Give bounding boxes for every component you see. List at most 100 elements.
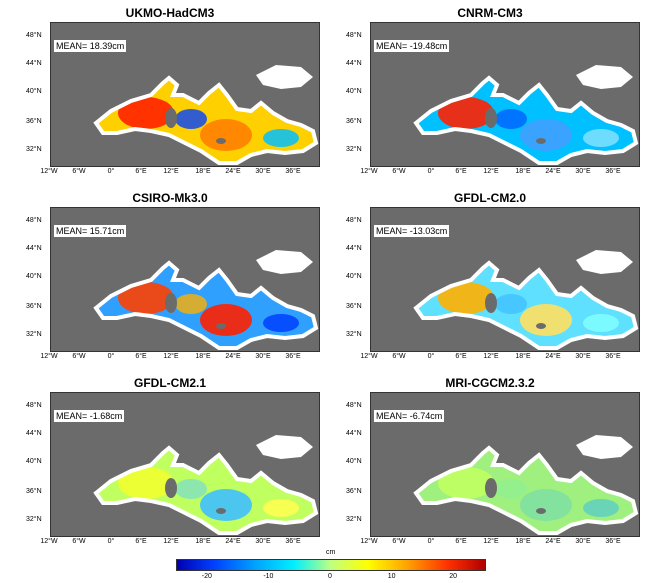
latitude-label: 44°N (26, 430, 42, 437)
sea-level-map (50, 207, 320, 352)
latitude-label: 36°N (26, 118, 42, 125)
panel-title: GFDL-CM2.1 (134, 376, 206, 390)
longitude-label: 24°E (225, 168, 241, 175)
colorbar (176, 559, 486, 571)
longitude-label: 24°E (545, 168, 561, 175)
longitude-label: 6°W (392, 353, 406, 360)
colorbar-tick-label: -20 (201, 573, 212, 580)
latitude-label: 32°N (26, 331, 42, 338)
longitude-label: 12°W (40, 168, 58, 175)
latitude-label: 40°N (26, 273, 42, 280)
longitude-label: 12°W (360, 538, 378, 545)
longitude-label: 36°E (285, 353, 301, 360)
panel-title: GFDL-CM2.0 (454, 191, 526, 205)
latitude-label: 48°N (26, 402, 42, 409)
longitude-label: 24°E (545, 538, 561, 545)
longitude-label: 12°E (483, 538, 499, 545)
longitude-label: 6°W (392, 538, 406, 545)
longitude-label: 36°E (605, 538, 621, 545)
mean-label: MEAN= -13.03cm (374, 225, 450, 237)
longitude-label: 18°E (515, 353, 531, 360)
longitude-label: 24°E (225, 353, 241, 360)
latitude-label: 48°N (346, 217, 362, 224)
latitude-label: 36°N (346, 488, 362, 495)
longitude-label: 12°W (40, 353, 58, 360)
latitude-label: 44°N (346, 245, 362, 252)
map-panel: UKMO-HadCM3 MEAN= 18.39cm 48°N 44°N 40°N 36°N… (20, 6, 320, 190)
latitude-label: 40°N (346, 273, 362, 280)
sea-level-map (50, 22, 320, 167)
longitude-label: 30°E (255, 353, 271, 360)
longitude-label: 24°E (225, 538, 241, 545)
latitude-label: 44°N (26, 245, 42, 252)
mean-label: MEAN= -1.68cm (54, 410, 125, 422)
panel-title: CSIRO-Mk3.0 (132, 191, 208, 205)
longitude-label: 12°W (360, 168, 378, 175)
longitude-label: 0° (107, 353, 115, 360)
longitude-label: 18°E (515, 538, 531, 545)
map-panel: GFDL-CM2.0 MEAN= -13.03cm 48°N 44°N 40°N 36°N… (340, 191, 640, 375)
latitude-label: 32°N (346, 146, 362, 153)
colorbar-tick-label: 0 (328, 573, 332, 580)
longitude-label: 6°W (72, 538, 86, 545)
longitude-label: 6°W (72, 353, 86, 360)
longitude-label: 6°E (455, 353, 467, 360)
longitude-label: 12°W (360, 353, 378, 360)
sea-level-map (50, 392, 320, 537)
longitude-label: 12°E (163, 353, 179, 360)
latitude-label: 40°N (26, 88, 42, 95)
mean-label: MEAN= -6.74cm (374, 410, 445, 422)
sea-level-map (370, 22, 640, 167)
longitude-label: 12°E (163, 168, 179, 175)
latitude-label: 44°N (346, 60, 362, 67)
longitude-label: 36°E (285, 168, 301, 175)
map-panel: GFDL-CM2.1 MEAN= -1.68cm 48°N 44°N 40°N 36°N 3… (20, 376, 320, 560)
longitude-label: 0° (107, 168, 115, 175)
longitude-label: 30°E (575, 168, 591, 175)
longitude-label: 0° (107, 538, 115, 545)
latitude-label: 36°N (26, 488, 42, 495)
mean-label: MEAN= 18.39cm (54, 40, 127, 52)
latitude-label: 44°N (26, 60, 42, 67)
panel-title: MRI-CGCM2.3.2 (445, 376, 535, 390)
map-panel: CNRM-CM3 MEAN= -19.48cm 48°N 44°N 40°N 36°N 32… (340, 6, 640, 190)
latitude-label: 48°N (346, 32, 362, 39)
longitude-label: 6°W (392, 168, 406, 175)
map-panel: MRI-CGCM2.3.2 MEAN= -6.74cm 48°N 44°N 40°N 36… (340, 376, 640, 560)
longitude-label: 18°E (195, 538, 211, 545)
colorbar-tick-label: 10 (387, 573, 396, 580)
latitude-label: 48°N (346, 402, 362, 409)
latitude-label: 36°N (346, 303, 362, 310)
longitude-label: 6°E (455, 168, 467, 175)
longitude-label: 30°E (575, 538, 591, 545)
colorbar-tick-label: -10 (263, 573, 274, 580)
longitude-label: 12°E (483, 168, 499, 175)
sea-level-map (370, 392, 640, 537)
longitude-label: 6°E (135, 538, 147, 545)
latitude-label: 32°N (346, 331, 362, 338)
panel-title: UKMO-HadCM3 (125, 6, 215, 20)
longitude-label: 36°E (605, 168, 621, 175)
latitude-label: 48°N (26, 217, 42, 224)
longitude-label: 0° (427, 538, 435, 545)
colorbar-unit: cm (326, 549, 336, 556)
latitude-label: 40°N (26, 458, 42, 465)
latitude-label: 48°N (26, 32, 42, 39)
longitude-label: 18°E (195, 353, 211, 360)
longitude-label: 0° (427, 168, 435, 175)
longitude-label: 0° (427, 353, 435, 360)
latitude-label: 44°N (346, 430, 362, 437)
latitude-label: 36°N (346, 118, 362, 125)
longitude-label: 12°W (40, 538, 58, 545)
longitude-label: 30°E (575, 353, 591, 360)
colorbar-tick-label: 20 (449, 573, 458, 580)
longitude-label: 6°E (455, 538, 467, 545)
latitude-label: 32°N (346, 516, 362, 523)
longitude-label: 36°E (605, 353, 621, 360)
panel-title: CNRM-CM3 (457, 6, 523, 20)
longitude-label: 12°E (483, 353, 499, 360)
longitude-label: 30°E (255, 168, 271, 175)
longitude-label: 30°E (255, 538, 271, 545)
longitude-label: 18°E (515, 168, 531, 175)
latitude-label: 32°N (26, 146, 42, 153)
